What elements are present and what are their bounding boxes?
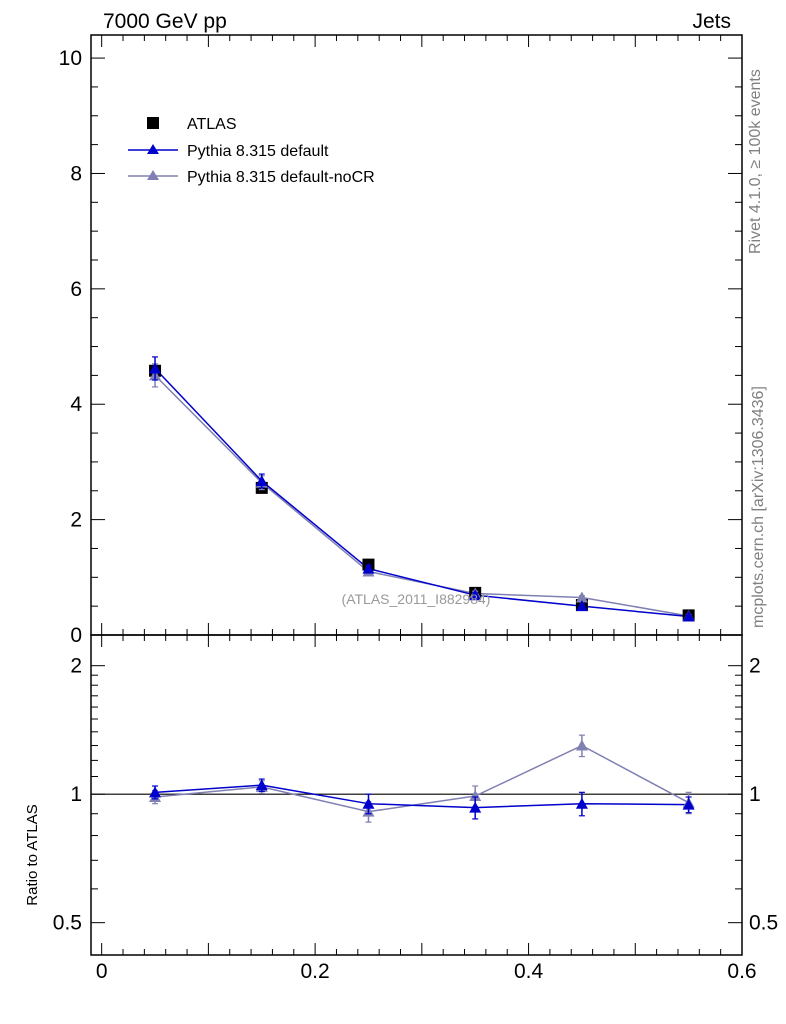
ratio-marker-default [255,779,268,791]
x-tick-label: 0.6 [727,960,756,983]
main-y-tick-labels: 0 2 4 6 8 10 [59,47,83,647]
main-y-tick-label: 8 [70,162,82,185]
main-marker-default [149,362,162,374]
header-right-title: Jets [692,10,731,33]
header-left-title: 7000 GeV pp [103,10,227,33]
main-y-tick-label: 2 [70,509,82,532]
ratio-markers [149,734,695,823]
main-marker-default [682,610,695,622]
ratio-marker-nocr [469,790,482,802]
ratio-y-tick-label-right: 1 [749,783,761,806]
main-marker-default [575,600,588,612]
ratio-marker-default [575,797,588,809]
ratio-marker-default [682,798,695,810]
ratio-y-tick-label-left: 1 [70,783,82,806]
main-line-default [154,367,689,618]
ratio-marker-default [362,797,375,809]
main-y-tick-label: 6 [70,278,82,301]
main-panel: 0 2 4 6 8 10 (ATLAS_2011_I882984) [59,34,743,647]
ratio-y-tick-label-right: 0.5 [749,912,778,935]
ratio-marker-nocr [575,739,588,751]
main-y-tick-label: 0 [70,624,82,647]
legend-nocr-marker [147,170,159,180]
mcplots-label: mcplots.cern.ch [arXiv:1306.3436] [750,386,767,628]
x-tick-label: 0 [96,960,108,983]
ratio-line-default [154,784,689,809]
legend-atlas-label: ATLAS [187,116,237,133]
main-y-tick-label: 10 [59,47,82,70]
main-markers [149,356,695,622]
ratio-y-tick-label-left: 0.5 [53,912,82,935]
legend-default-marker [147,144,159,154]
legend-default-label: Pythia 8.315 default [187,143,329,160]
ratio-series [154,744,689,813]
rivet-version-label: Rivet 4.1.0, ≥ 100k events [747,69,764,254]
ratio-line-nocr [154,744,689,813]
x-tick-labels: 0 0.2 0.4 0.6 [96,960,757,983]
main-marker-nocr [575,591,588,603]
ratio-y-axis-label: Ratio to ATLAS [24,804,41,905]
main-y-tick-label: 4 [70,393,82,416]
main-marker-default [362,562,375,574]
analysis-watermark: (ATLAS_2011_I882984) [342,591,491,607]
ratio-marker-default [149,786,162,798]
ratio-panel: 0.5 0.5 1 1 2 2 [53,634,778,956]
ratio-y-tick-labels: 0.5 0.5 1 1 2 2 [53,655,778,935]
ratio-y-tick-label-left: 2 [70,655,82,678]
main-marker-default [469,589,482,601]
ratio-panel-frame [90,634,743,956]
legend-nocr-label: Pythia 8.315 default-noCR [187,169,375,186]
legend-atlas-marker [147,117,159,129]
ratio-y-tick-label-right: 2 [749,655,761,678]
x-tick-label: 0.4 [514,960,544,983]
ratio-marker-default [469,801,482,813]
legend: ATLAS Pythia 8.315 default Pythia 8.315 … [128,116,375,186]
main-series [154,367,689,618]
main-marker-default [255,474,268,486]
x-tick-label: 0.2 [301,960,330,983]
